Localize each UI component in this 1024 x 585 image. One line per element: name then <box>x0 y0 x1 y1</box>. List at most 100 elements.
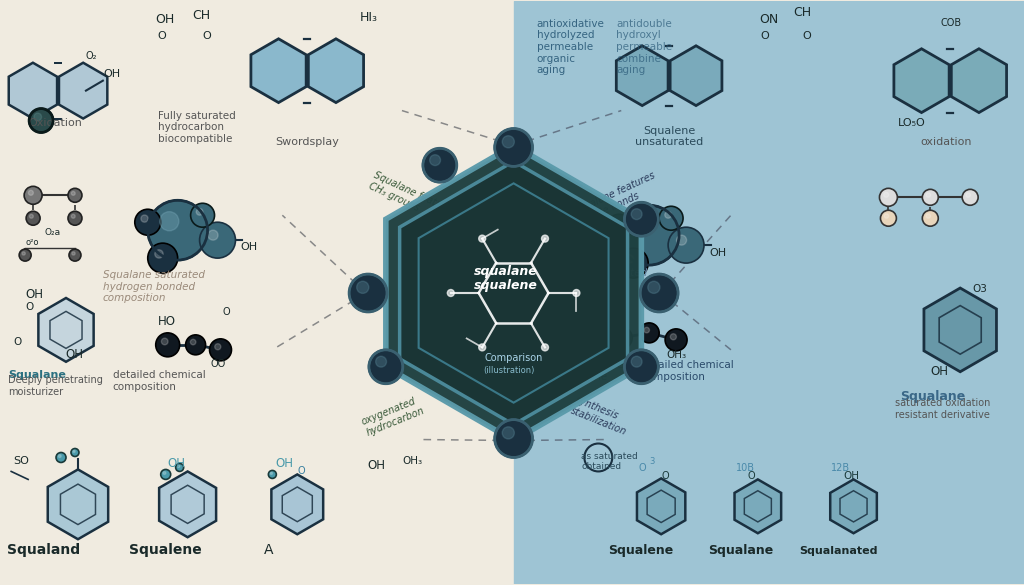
Text: 3: 3 <box>649 457 654 466</box>
Circle shape <box>68 211 82 225</box>
Polygon shape <box>59 63 108 119</box>
Circle shape <box>610 327 632 349</box>
Polygon shape <box>48 469 109 539</box>
Text: O: O <box>203 31 211 41</box>
Text: Squalane: Squalane <box>709 544 773 557</box>
Text: HO: HO <box>158 315 176 328</box>
Text: Squalane features
CH₃ groups: Squalane features CH₃ groups <box>367 170 457 228</box>
Circle shape <box>69 249 81 261</box>
Text: detailed chemical
composition: detailed chemical composition <box>641 360 734 382</box>
Circle shape <box>73 450 75 453</box>
Circle shape <box>71 449 79 456</box>
Polygon shape <box>951 49 1007 112</box>
Circle shape <box>631 216 650 236</box>
Circle shape <box>625 202 658 236</box>
Circle shape <box>423 148 457 182</box>
Circle shape <box>72 214 75 218</box>
Text: CH: CH <box>794 6 812 19</box>
Circle shape <box>926 193 931 197</box>
Text: CH: CH <box>193 9 211 22</box>
Text: Squalene: Squalene <box>129 543 202 557</box>
Circle shape <box>190 339 196 345</box>
Text: O: O <box>748 472 756 481</box>
Circle shape <box>478 235 485 242</box>
Circle shape <box>72 191 75 195</box>
Text: squalene: squalene <box>474 279 538 292</box>
Circle shape <box>659 207 683 230</box>
Circle shape <box>618 248 648 278</box>
Polygon shape <box>513 300 564 360</box>
Text: O: O <box>26 302 34 312</box>
Circle shape <box>270 472 272 474</box>
Text: O: O <box>297 466 305 476</box>
Bar <box>514 1 1024 584</box>
Circle shape <box>197 208 203 215</box>
Text: Squalane: Squalane <box>900 390 966 402</box>
Text: Squalene: Squalene <box>608 544 674 557</box>
Circle shape <box>156 333 179 357</box>
Polygon shape <box>271 474 324 534</box>
Text: O: O <box>13 337 22 347</box>
Circle shape <box>542 344 549 351</box>
Text: O3: O3 <box>972 284 987 294</box>
Circle shape <box>27 211 40 225</box>
Circle shape <box>884 214 889 218</box>
Circle shape <box>648 281 659 293</box>
Text: O: O <box>158 31 167 41</box>
Text: antidouble
hydroxyl
permeable
combine
aging: antidouble hydroxyl permeable combine ag… <box>616 19 673 75</box>
Circle shape <box>200 222 236 258</box>
Circle shape <box>665 212 672 218</box>
Text: O: O <box>662 472 669 481</box>
Circle shape <box>141 215 148 222</box>
Circle shape <box>666 329 687 351</box>
Circle shape <box>29 190 34 195</box>
Circle shape <box>56 453 66 463</box>
Polygon shape <box>386 146 641 441</box>
Polygon shape <box>38 298 93 362</box>
Text: OH: OH <box>275 457 293 470</box>
Circle shape <box>447 290 455 297</box>
Text: Squalene features
double bonds: Squalene features double bonds <box>571 170 662 228</box>
Circle shape <box>644 327 649 333</box>
Text: OH₃: OH₃ <box>599 310 622 320</box>
Circle shape <box>376 356 386 367</box>
Polygon shape <box>616 46 668 105</box>
Text: OH: OH <box>26 288 43 301</box>
Circle shape <box>677 235 687 245</box>
Polygon shape <box>419 183 608 402</box>
Circle shape <box>502 136 514 148</box>
Text: OH: OH <box>844 472 859 481</box>
Circle shape <box>215 343 221 350</box>
Circle shape <box>880 188 897 207</box>
Polygon shape <box>251 39 306 102</box>
Text: Squalene obtained
from squalane: Squalene obtained from squalane <box>531 360 630 382</box>
Circle shape <box>615 332 622 338</box>
Text: OH: OH <box>241 242 258 252</box>
Circle shape <box>923 190 938 205</box>
Text: A: A <box>537 279 554 299</box>
Circle shape <box>671 333 677 340</box>
Text: detailed chemical
composition: detailed chemical composition <box>113 370 206 392</box>
Circle shape <box>176 463 183 472</box>
Circle shape <box>478 344 485 351</box>
Circle shape <box>58 455 61 457</box>
Circle shape <box>185 335 206 355</box>
Polygon shape <box>670 46 722 105</box>
Circle shape <box>631 209 642 219</box>
Polygon shape <box>308 39 364 102</box>
Circle shape <box>966 193 971 197</box>
Circle shape <box>30 214 34 218</box>
Circle shape <box>72 252 75 255</box>
Polygon shape <box>159 472 216 537</box>
Circle shape <box>625 350 658 384</box>
Circle shape <box>162 338 168 345</box>
Text: Squalanated: Squalanated <box>800 546 878 556</box>
Text: OO: OO <box>211 359 226 369</box>
Polygon shape <box>9 63 57 119</box>
Circle shape <box>640 274 678 312</box>
Text: Comparison: Comparison <box>484 353 543 363</box>
Circle shape <box>620 205 679 265</box>
Polygon shape <box>637 479 685 534</box>
Text: A: A <box>264 543 273 557</box>
Circle shape <box>369 350 402 384</box>
